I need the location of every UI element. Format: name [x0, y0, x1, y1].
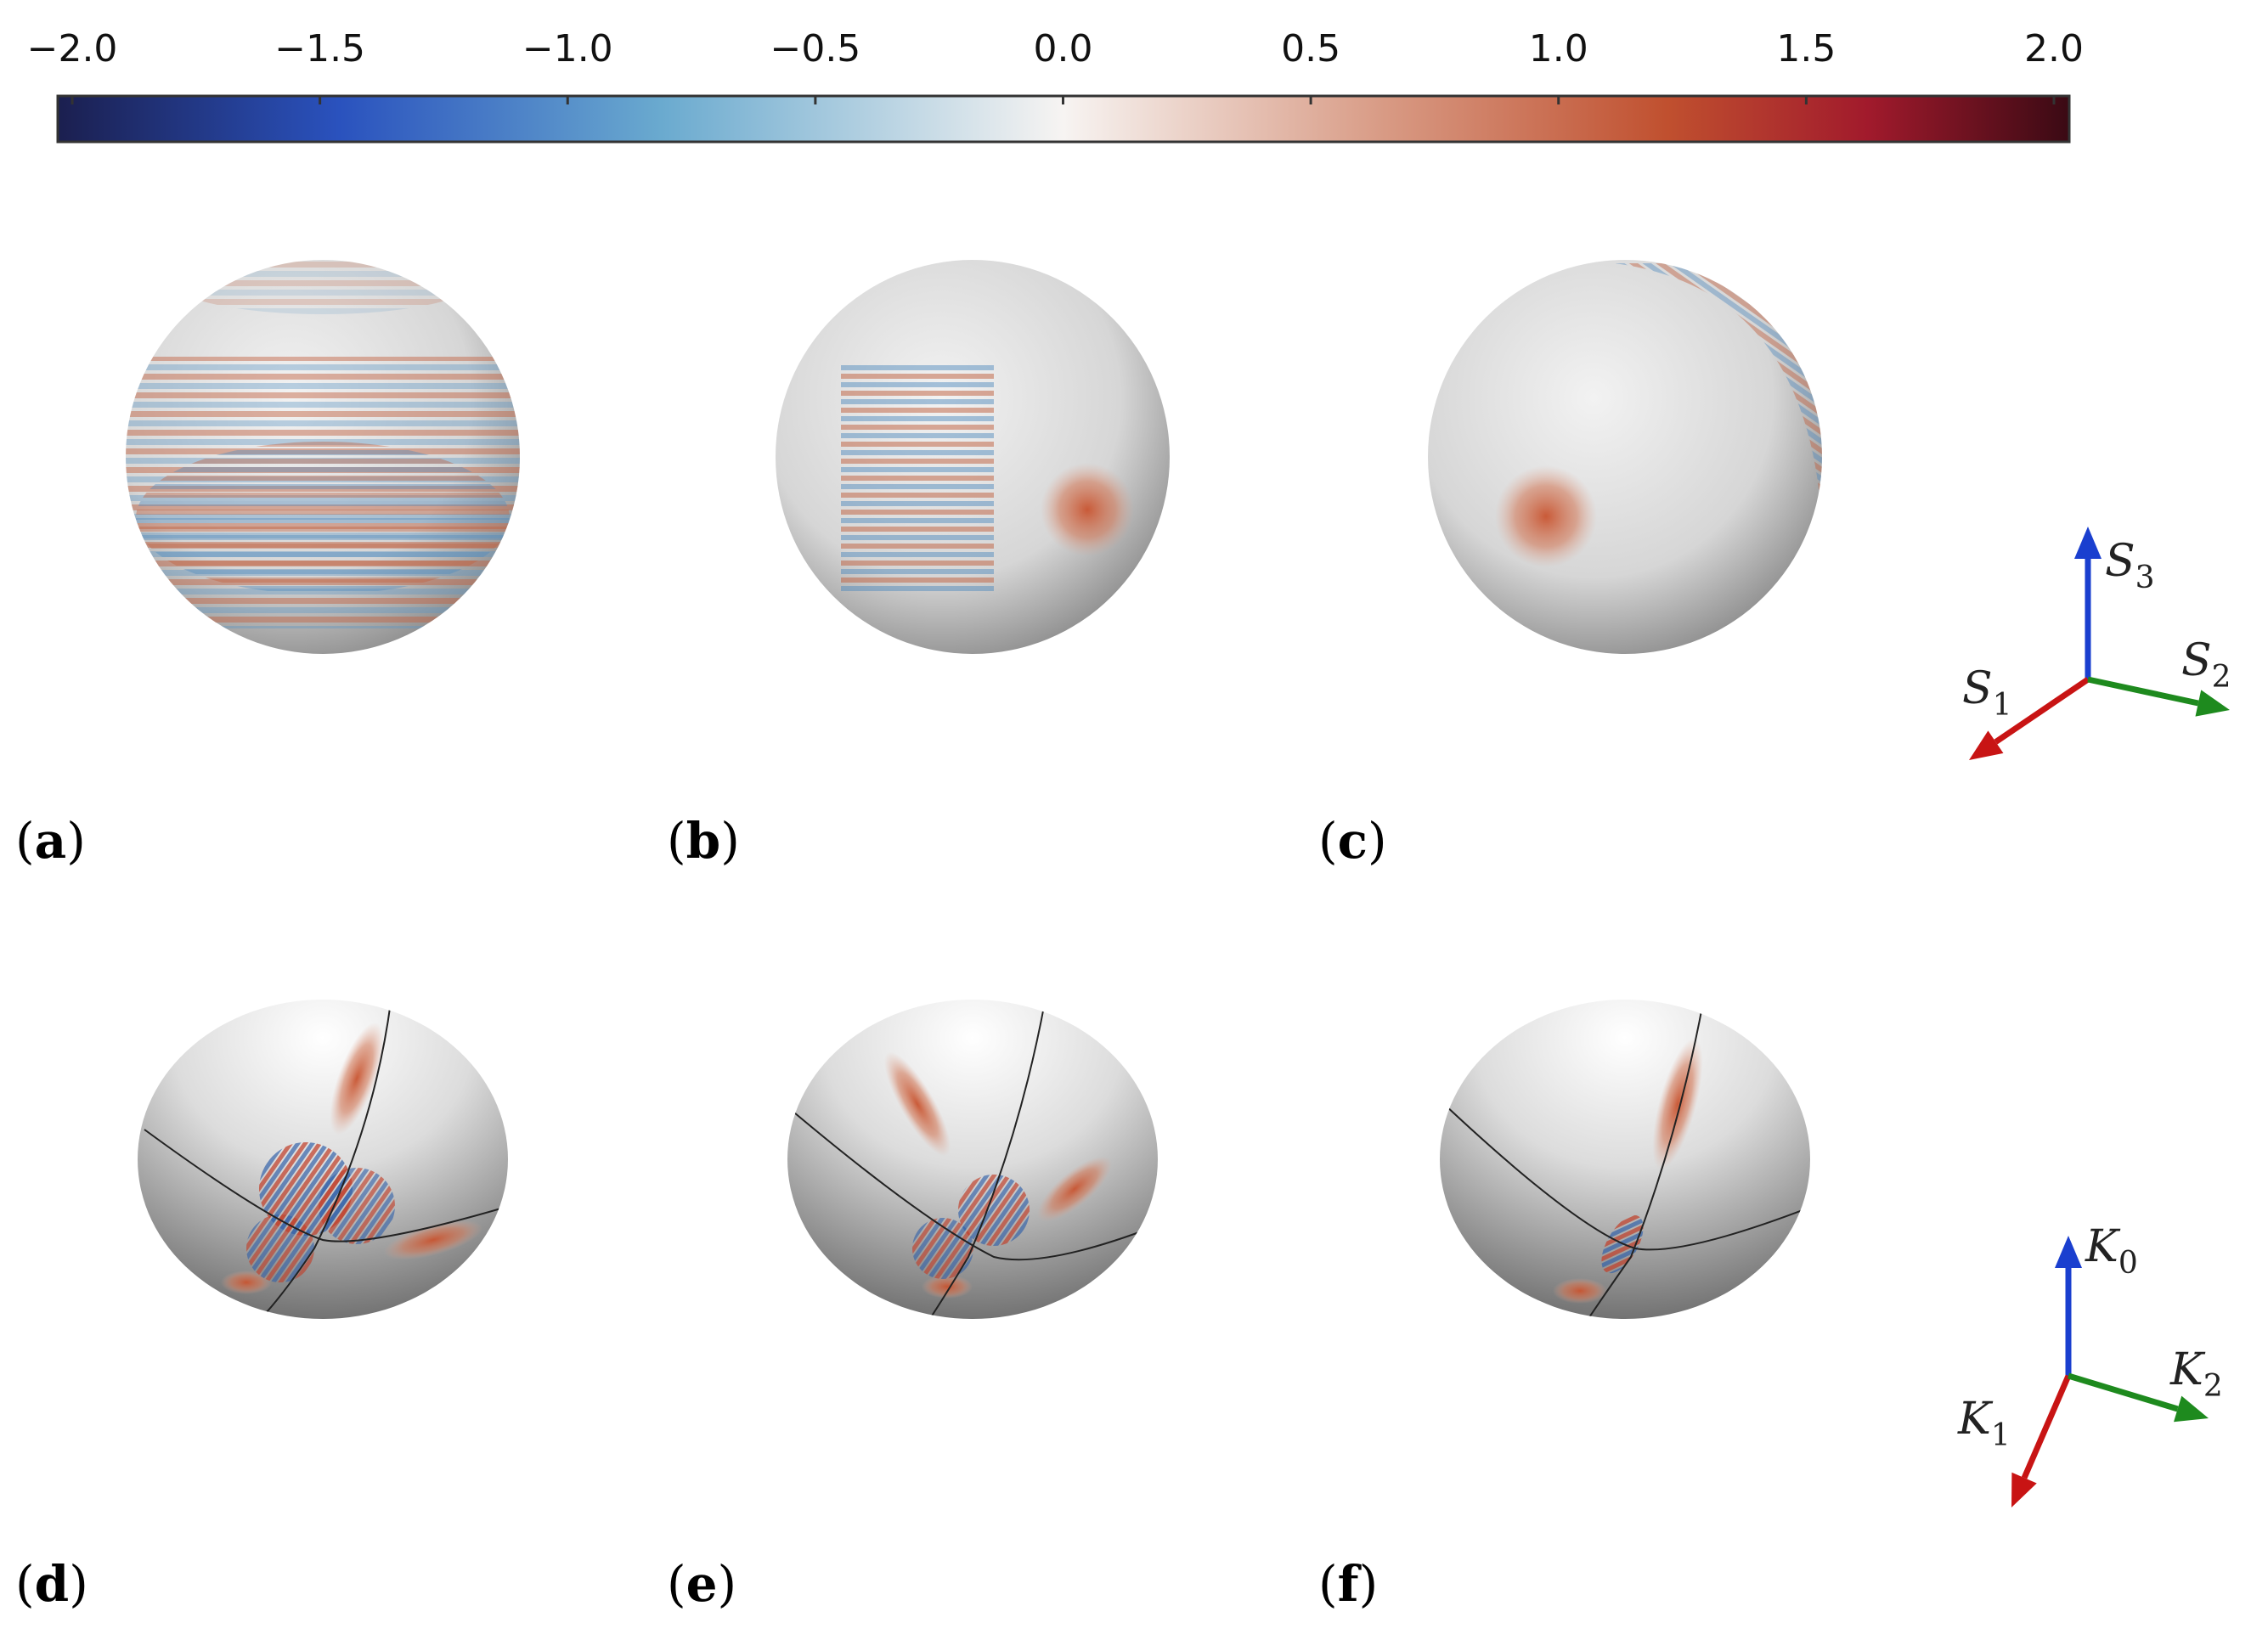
bowl-e	[787, 1000, 1158, 1319]
axis-arrow-s1-shaft	[1994, 677, 2090, 745]
panel-label-d: (d)	[15, 1555, 88, 1613]
axis-arrow-k0-head	[2055, 1236, 2082, 1268]
sphere-c	[1428, 260, 1822, 654]
colorbar-tick-label: −1.5	[274, 27, 365, 70]
colorbar-tick-label: 1.5	[1776, 27, 1836, 70]
axis-arrow-k1-shaft	[2021, 1374, 2072, 1479]
colorbar-ticks: −2.0 −1.5 −1.0 −0.5 0.0 0.5 1.0 1.5 2.0	[27, 27, 2084, 104]
axis-label-s1: S1	[1962, 663, 2012, 723]
colorbar: −2.0 −1.5 −1.0 −0.5 0.0 0.5 1.0 1.5 2.0	[27, 27, 2084, 144]
axis-arrow-s2-shaft	[2087, 676, 2199, 707]
axis-label-k0: K0	[2085, 1221, 2138, 1281]
colorbar-tick-label: 1.0	[1529, 27, 1588, 70]
colorbar-tick-label: −0.5	[770, 27, 860, 70]
panel-labels: (a) (b) (c) (d) (e) (f)	[15, 812, 1387, 1613]
colorbar-tick-label: 2.0	[2024, 27, 2084, 70]
axis-arrow-s3-head	[2074, 527, 2102, 559]
panel-label-f: (f)	[1318, 1555, 1378, 1613]
axis-triad-s: S3 S1 S2	[1962, 527, 2231, 760]
colorbar-tick-label: 0.5	[1281, 27, 1340, 70]
panel-label-a: (a)	[15, 812, 86, 870]
colorbar-tick-label: 0.0	[1034, 27, 1093, 70]
axis-triad-k: K0 K1 K2	[1957, 1221, 2223, 1507]
axis-label-k2: K2	[2169, 1344, 2223, 1404]
axis-label-s2: S2	[2181, 635, 2231, 695]
axis-arrow-k2-head	[2173, 1395, 2209, 1423]
axis-arrow-s1-head	[1969, 730, 2004, 760]
axis-arrow-k1-head	[2011, 1472, 2037, 1507]
bowl-f	[1440, 1000, 1810, 1319]
panel-label-c: (c)	[1318, 812, 1387, 870]
axis-label-k1: K1	[1957, 1394, 2011, 1453]
colorbar-tick-label: −2.0	[27, 27, 118, 70]
panel-label-e: (e)	[667, 1555, 736, 1613]
axis-label-s3: S3	[2105, 536, 2155, 595]
axis-arrow-s2-head	[2195, 690, 2230, 717]
sphere-b	[776, 260, 1170, 654]
axis-arrow-k2-shaft	[2067, 1372, 2179, 1412]
bowl-d	[138, 1000, 508, 1319]
sphere-a	[126, 260, 520, 654]
colorbar-tick-label: −1.0	[522, 27, 613, 70]
panel-label-b: (b)	[667, 812, 740, 870]
